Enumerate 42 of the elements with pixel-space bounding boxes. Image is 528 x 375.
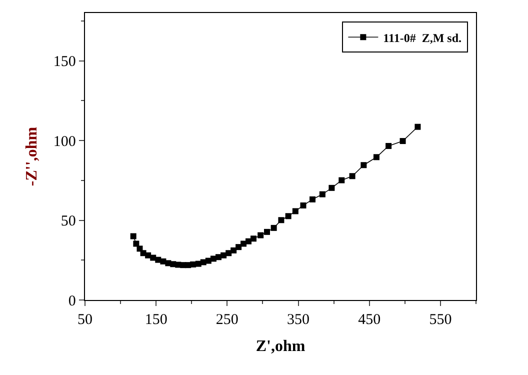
point <box>270 224 277 231</box>
point <box>246 238 252 244</box>
x-tick-label: 550 <box>429 312 452 328</box>
point <box>133 240 140 247</box>
point <box>285 213 292 220</box>
x-tick-label: 350 <box>287 312 310 328</box>
point <box>136 246 143 252</box>
point <box>414 124 421 130</box>
point <box>360 162 367 168</box>
y-tick-label: 50 <box>60 214 76 230</box>
point <box>319 191 326 198</box>
legend-label: 111-0# Z,M sd. <box>383 30 462 45</box>
x-tick-label: 50 <box>78 312 92 328</box>
point <box>309 196 316 202</box>
y-tick-label: 100 <box>53 134 76 150</box>
point <box>226 250 232 256</box>
point <box>400 138 406 144</box>
point <box>300 202 306 208</box>
point <box>338 177 345 184</box>
point <box>145 252 152 258</box>
point <box>258 232 264 238</box>
point <box>328 184 335 191</box>
point <box>236 244 242 250</box>
y-axis-title: -Z'',ohm <box>23 126 40 186</box>
y-tick-label: 0 <box>68 293 76 310</box>
point <box>220 252 227 258</box>
point <box>230 247 237 254</box>
point <box>349 173 356 180</box>
x-tick-label: 450 <box>358 312 381 328</box>
point <box>130 233 136 240</box>
x-tick-label: 150 <box>144 312 168 328</box>
point <box>373 154 380 160</box>
point <box>278 217 284 224</box>
x-axis-title: Z',ohm <box>256 338 306 355</box>
point <box>205 258 212 264</box>
point <box>292 208 298 214</box>
point <box>264 228 270 235</box>
y-tick-label: 150 <box>53 54 76 70</box>
x-tick-label: 250 <box>216 312 238 328</box>
point <box>190 261 196 268</box>
point <box>386 142 392 149</box>
point <box>250 236 256 242</box>
